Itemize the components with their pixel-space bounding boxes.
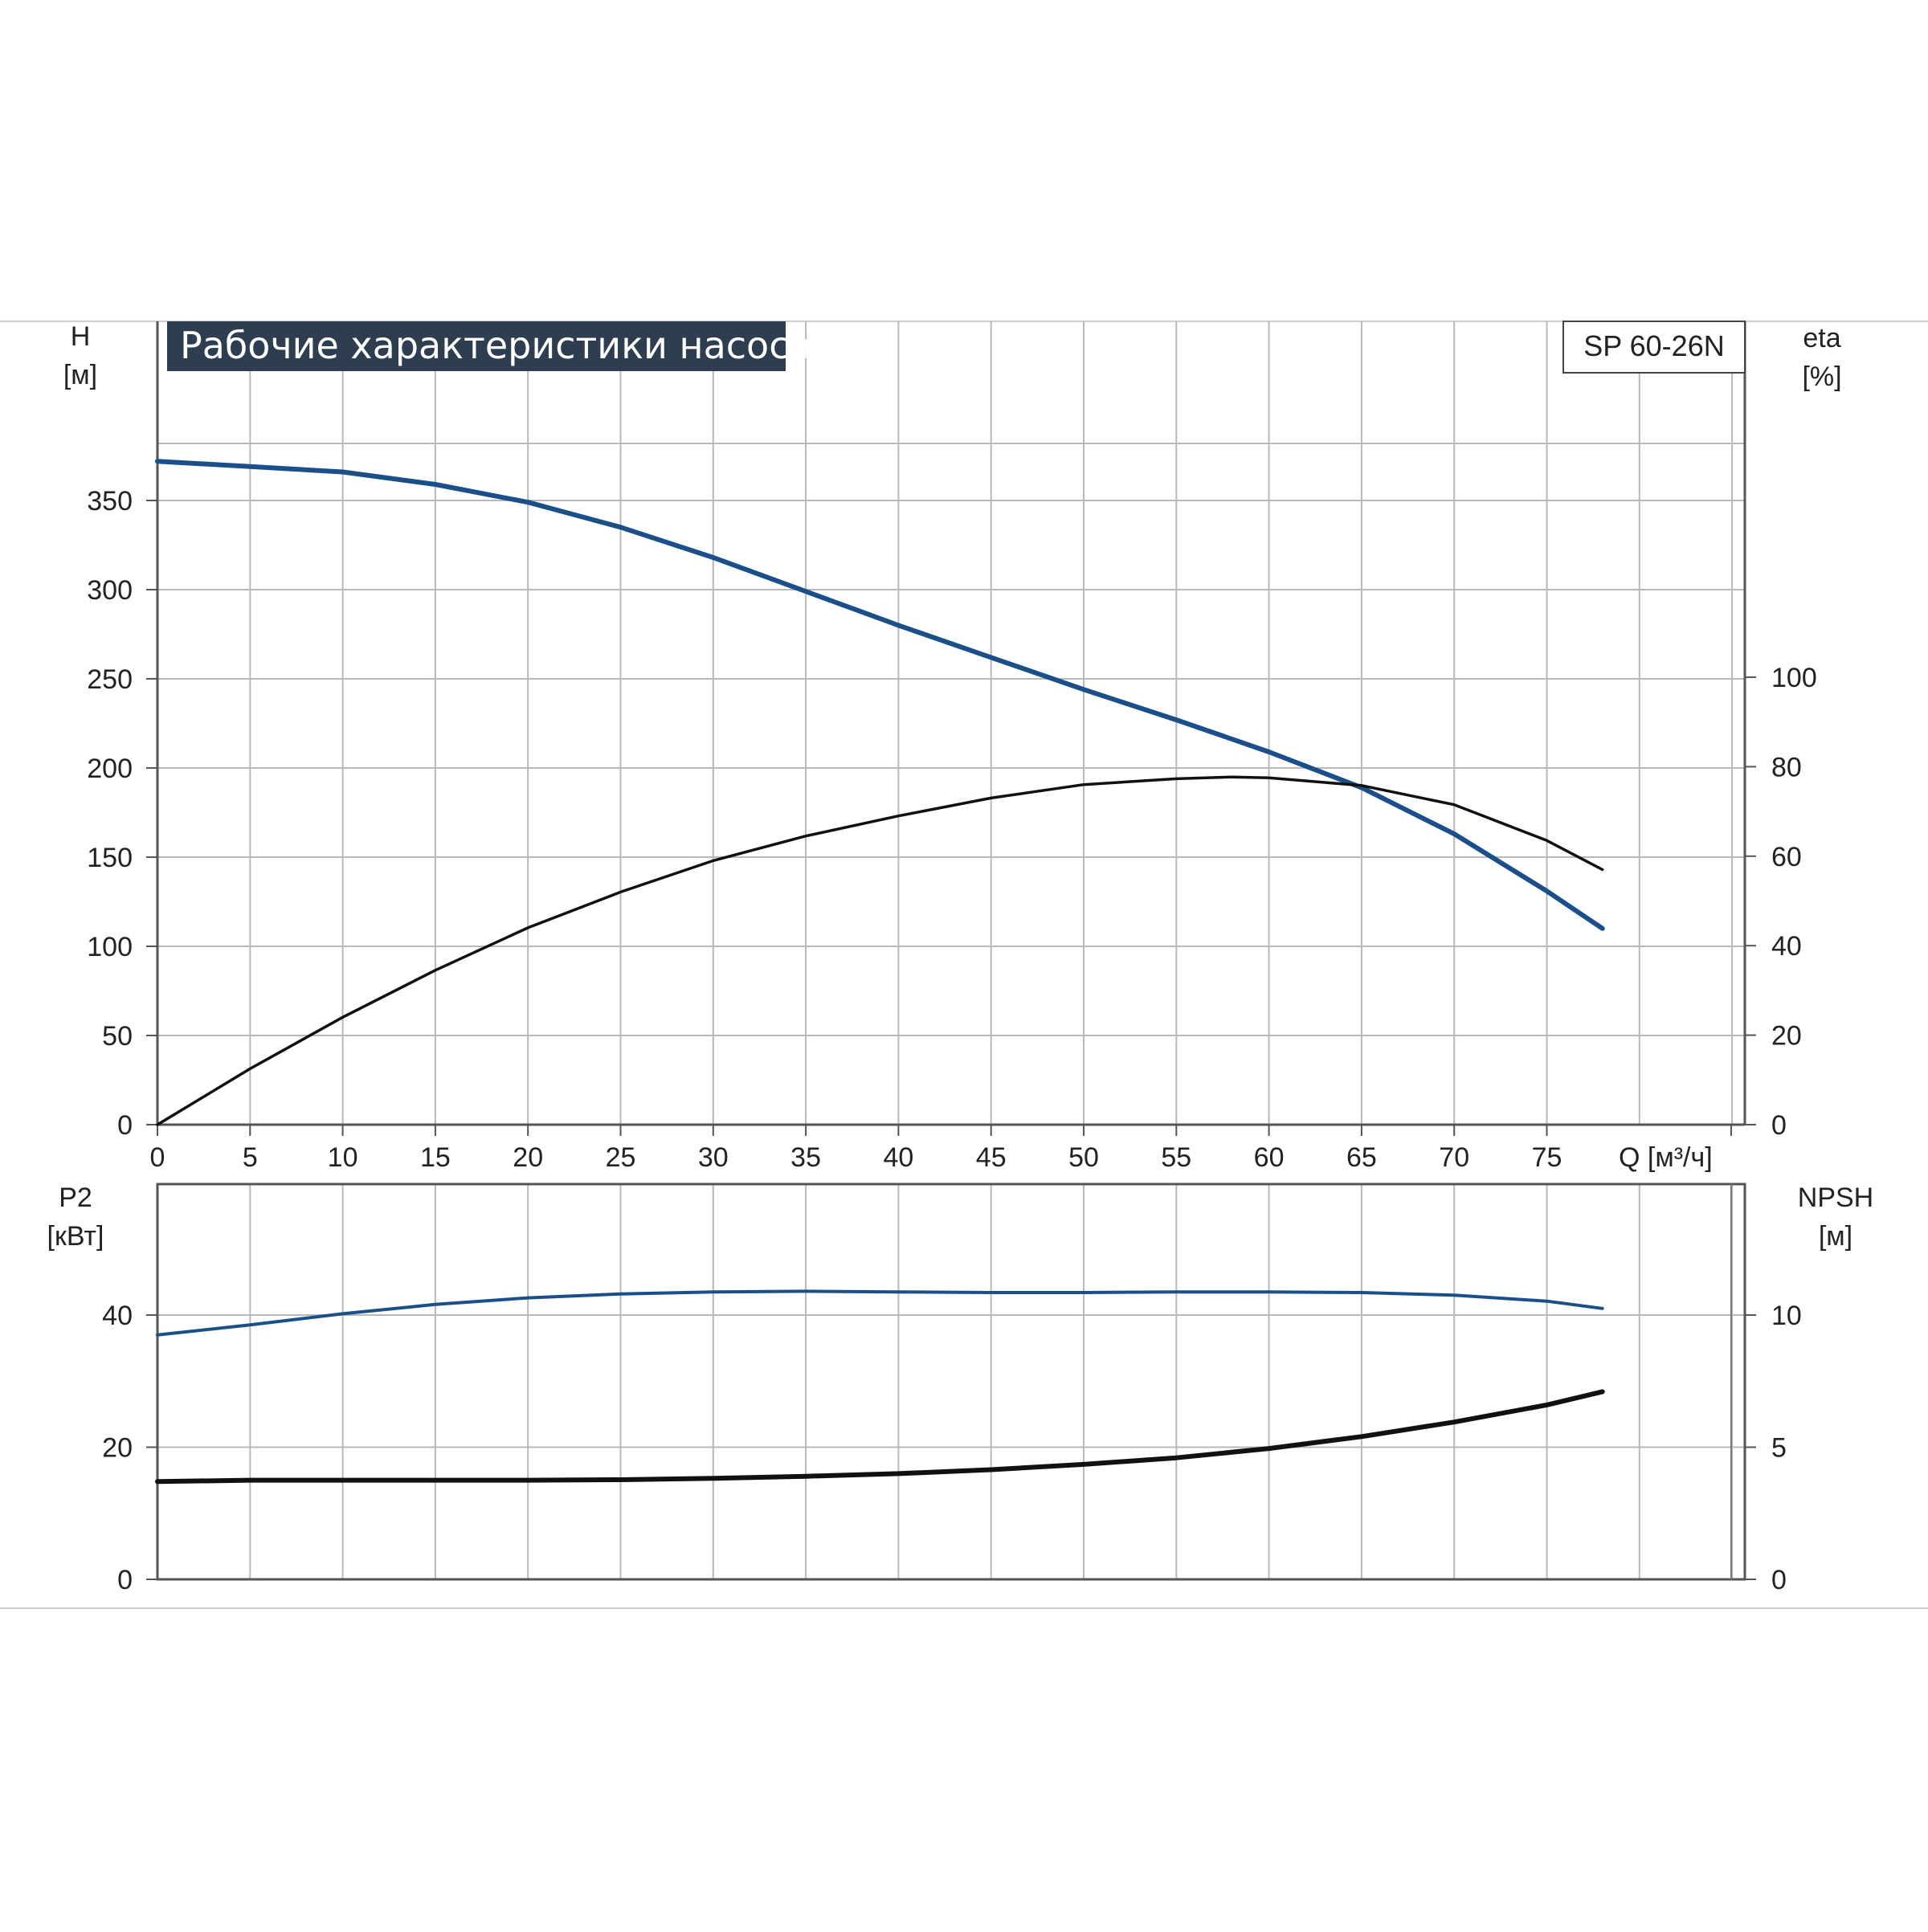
main-right-tick-label: 60 [1771,842,1802,872]
main-x-tick-label: 65 [1346,1142,1377,1173]
main-x-tick-label: 30 [698,1142,729,1173]
lower-frame [156,1182,1746,1581]
main-left-tick-label: 350 [87,486,133,517]
main-x-tick-label: 50 [1068,1142,1099,1173]
main-right-tick-label: 80 [1771,752,1802,782]
lower-right-tick-label: 5 [1771,1433,1787,1464]
p2-axis-unit: [кВт] [47,1221,104,1252]
chart-title-box [167,321,786,371]
main-right-tick-label: 40 [1771,931,1802,962]
main-left-tick-label: 300 [87,575,133,606]
main-x-tick-label: 35 [790,1142,821,1173]
main-x-tick-label: 55 [1161,1142,1191,1173]
main-x-tick-label: 40 [883,1142,913,1173]
main-left-tick-label: 150 [87,843,133,873]
model-box [1562,321,1746,374]
main-x-tick-label: 0 [150,1142,165,1173]
main-x-tick-label: 5 [243,1142,258,1173]
h-axis-label: H [71,321,91,352]
lower-left-tick-label: 0 [117,1565,133,1595]
main-x-tick-label: 10 [328,1142,358,1173]
main-x-tick-label: 75 [1532,1142,1562,1173]
npsh-axis-label: NPSH [1798,1182,1873,1213]
main-left-tick-label: 0 [117,1110,133,1141]
series-line-p2 [156,1289,1604,1337]
series-line-h [155,459,1605,931]
eta-axis-unit: [%] [1802,361,1841,392]
lower-right-tick-label: 10 [1771,1301,1802,1331]
lower-left-tick-label: 40 [102,1301,133,1331]
main-right-tick-label: 20 [1771,1021,1802,1052]
chart-title: Рабочие характеристики насоса [180,324,812,367]
main-x-tick-label: 25 [606,1142,636,1173]
main-left-tick-label: 100 [87,932,133,962]
x-axis-label: Q [м³/ч] [1619,1142,1713,1173]
series-line-eta [156,775,1604,1126]
series-line-npsh [155,1389,1605,1485]
main-x-tick-label: 70 [1439,1142,1469,1173]
main-x-tick-label: 15 [420,1142,451,1173]
main-x-tick-label: 20 [513,1142,543,1173]
model-label: SP 60-26N [1583,329,1724,362]
lower-right-tick-label: 0 [1771,1565,1787,1595]
main-x-tick-label: 60 [1254,1142,1285,1173]
p2-axis-label: P2 [59,1182,92,1213]
main-left-tick-label: 50 [102,1021,133,1052]
lower-left-tick-label: 20 [102,1433,133,1464]
npsh-axis-unit: [м] [1819,1221,1852,1252]
main-x-tick-label: 45 [976,1142,1007,1173]
main-left-tick-label: 200 [87,754,133,784]
main-left-tick-label: 250 [87,664,133,695]
h-axis-unit: [м] [63,360,97,390]
main-right-tick-label: 100 [1771,663,1817,693]
main-right-tick-label: 0 [1771,1110,1787,1141]
eta-axis-label: eta [1803,323,1840,353]
